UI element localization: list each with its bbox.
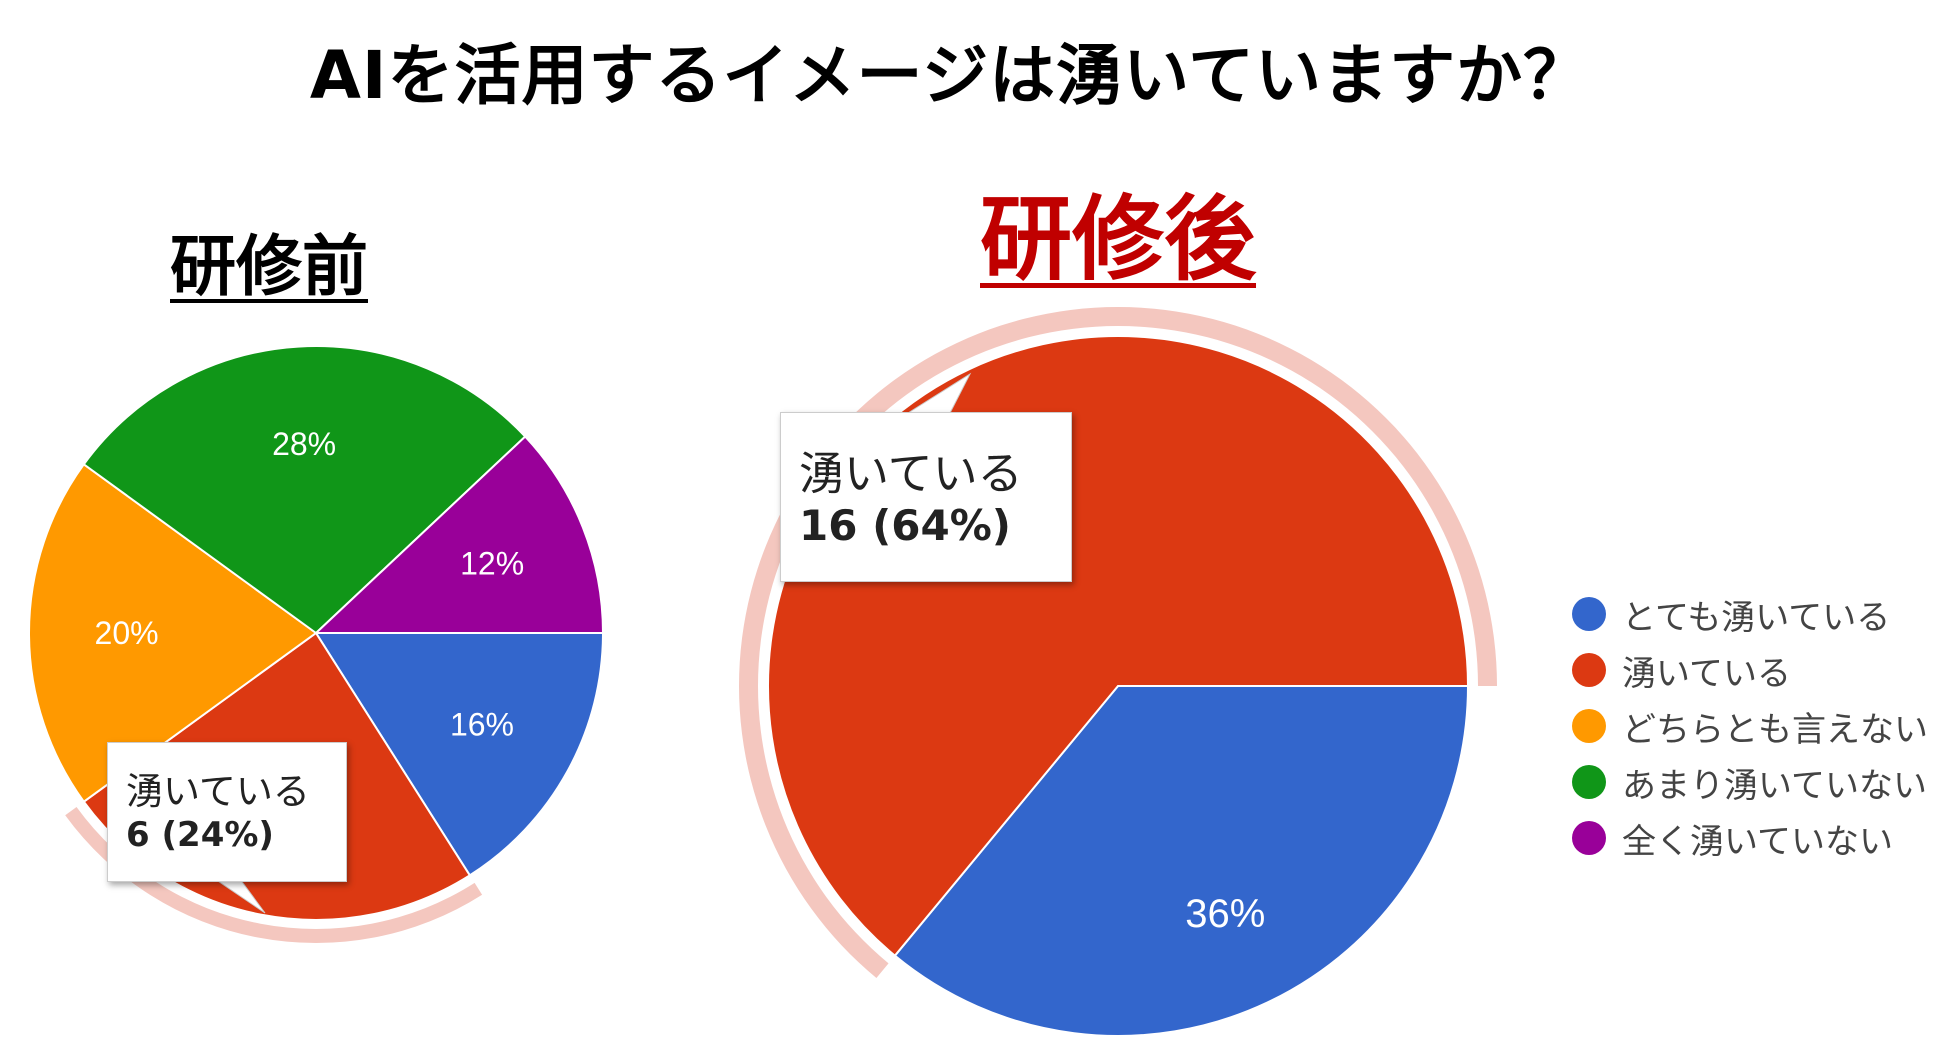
slice-label: 36% [1185,892,1265,936]
legend-label: あまり湧いていない [1622,765,1927,806]
legend-swatch-icon [1572,653,1606,687]
legend-item[interactable]: あまり湧いていない [1572,754,1928,810]
tooltip-before: 湧いている 6 (24%) [107,742,347,882]
chart-title: AIを活用するイメージは湧いていますか？ [309,37,1591,114]
tooltip-after: 湧いている 16 (64%) [780,412,1072,582]
pie-slice[interactable] [314,632,605,877]
legend-swatch-icon [1572,597,1606,631]
before-heading: 研修前 [170,228,368,305]
legend-label: どちらとも言えない [1622,709,1928,750]
legend: とても湧いている 湧いている どちらとも言えない あまり湧いていない 全く湧いて… [1572,586,1928,866]
legend-item[interactable]: とても湧いている [1572,586,1928,642]
tooltip-before-label: 湧いている [126,770,310,813]
legend-label: 全く湧いていない [1622,821,1893,862]
tooltip-after-label: 湧いている [799,447,1023,500]
pie-slice[interactable] [313,435,605,634]
legend-label: 湧いている [1622,653,1791,694]
legend-swatch-icon [1572,709,1606,743]
legend-item[interactable]: どちらとも言えない [1572,698,1928,754]
slice-label: 12% [460,545,524,581]
legend-label: とても湧いている [1622,597,1891,638]
legend-swatch-icon [1572,821,1606,855]
pie-slice[interactable] [28,462,318,804]
after-heading: 研修後 [980,186,1257,293]
legend-item[interactable]: 湧いている [1572,642,1928,698]
slice-highlight [739,306,1497,979]
legend-item[interactable]: 全く湧いていない [1572,810,1928,866]
pie-slice[interactable] [82,345,527,635]
pie-slice[interactable] [893,685,1470,1037]
legend-swatch-icon [1572,765,1606,799]
slice-label: 28% [272,426,336,462]
tooltip-after-value: 16 (64%) [799,501,1011,550]
tooltip-before-value: 6 (24%) [126,815,274,855]
slice-label: 20% [95,615,159,651]
slice-label: 16% [450,706,514,742]
